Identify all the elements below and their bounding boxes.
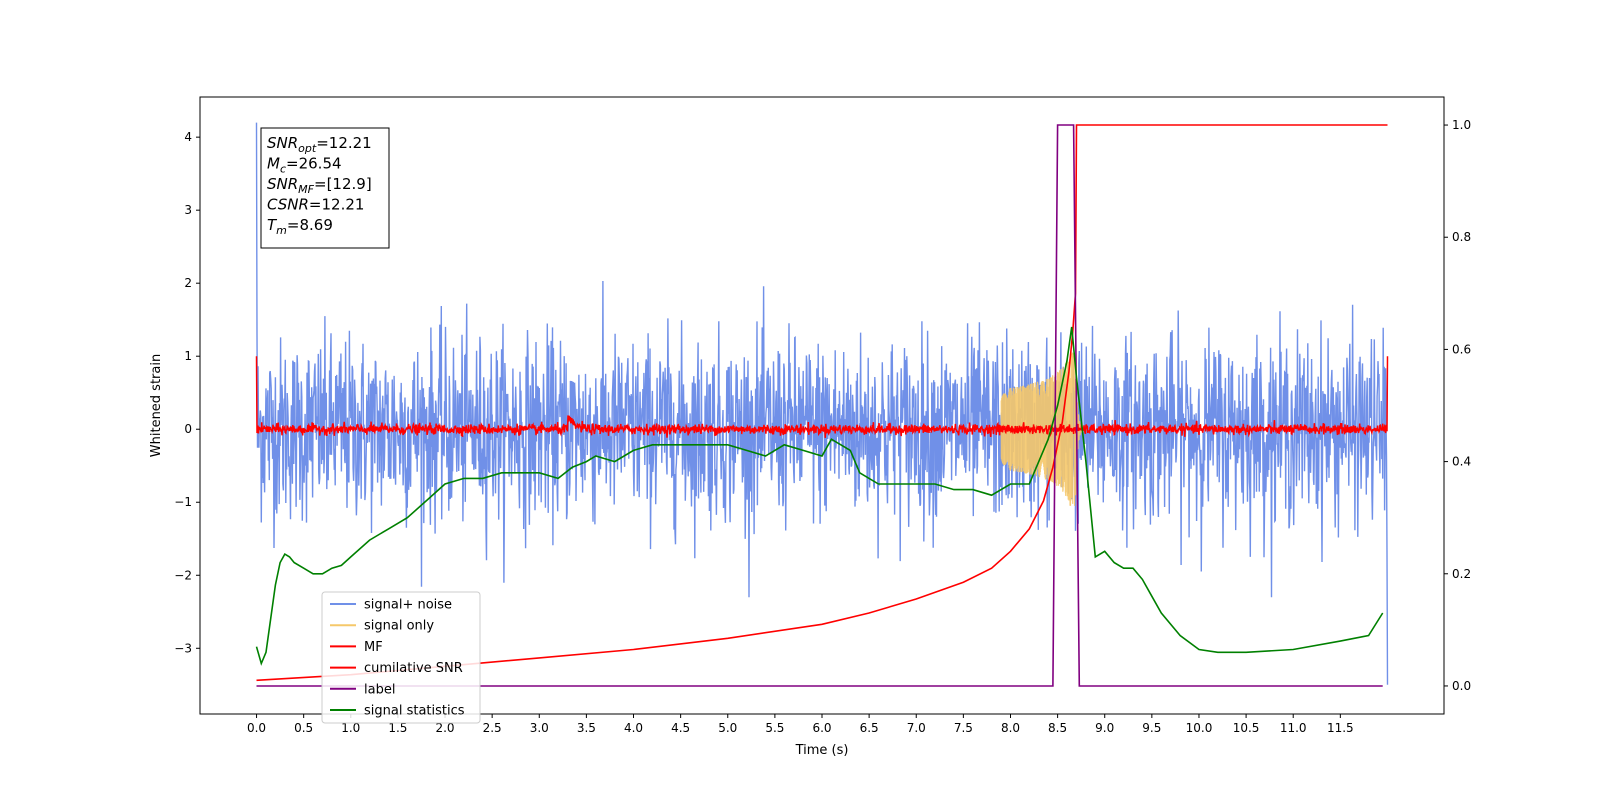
y-tick-label: 1 [184, 349, 192, 363]
annotation-line: SNRMF=[12.9] [267, 175, 372, 196]
series-label [256, 124, 1383, 687]
y-tick-label: −3 [174, 641, 192, 655]
x-tick-label: 10.0 [1186, 721, 1213, 735]
x-tick-label: 4.5 [671, 721, 690, 735]
annotation-line: Mc=26.54 [267, 155, 342, 176]
y2-tick-label: 0.4 [1452, 455, 1471, 469]
x-tick-label: 0.0 [247, 721, 266, 735]
series-signal-statistics [255, 326, 1384, 666]
plot-area [255, 122, 1389, 687]
x-tick-label: 4.0 [624, 721, 643, 735]
legend-label: label [364, 682, 395, 697]
stats-annotation-box: SNRopt=12.21Mc=26.54SNRMF=[12.9]CSNR=12.… [260, 127, 390, 249]
y2-tick-label: 0.8 [1452, 230, 1471, 244]
series-signal-only [1000, 352, 1084, 506]
y-tick-label: −1 [174, 495, 192, 509]
x-tick-label: 1.5 [388, 721, 407, 735]
x-tick-label: 3.0 [530, 721, 549, 735]
y-tick-label: 3 [184, 203, 192, 217]
y2-tick-label: 0.2 [1452, 567, 1471, 581]
annotation-line: Tm=8.69 [267, 216, 333, 237]
legend-label: MF [364, 640, 383, 655]
x-axis: 0.0 0.5 1.0 1.5 2.0 2.5 3.0 3.5 4.0 4.5 5.0 5.5 6.0 6… [247, 714, 1354, 735]
x-tick-label: 0.5 [294, 721, 313, 735]
annotation-line: SNRopt=12.21 [267, 134, 372, 155]
series-mf [255, 356, 1389, 438]
x-tick-label: 8.5 [1048, 721, 1067, 735]
y-axis-label: Whitened strain [149, 354, 164, 457]
legend-label: cumilative SNR [364, 661, 463, 676]
x-tick-label: 1.0 [341, 721, 360, 735]
x-tick-label: 7.5 [954, 721, 973, 735]
x-tick-label: 5.5 [765, 721, 784, 735]
y-tick-label: 4 [184, 130, 192, 144]
x-axis-label: Time (s) [795, 743, 849, 758]
annotation-line: CSNR=12.21 [267, 196, 364, 214]
x-tick-label: 7.0 [907, 721, 926, 735]
legend: signal+ noise signal only MF cumilative SNR… [321, 591, 481, 724]
x-tick-label: 8.0 [1001, 721, 1020, 735]
legend-label: signal statistics [364, 704, 465, 719]
y-axis-left: 4 3 2 1 0 −1 −2 −3 [174, 130, 200, 655]
x-tick-label: 10.5 [1233, 721, 1260, 735]
legend-label: signal+ noise [364, 598, 452, 613]
legend-frame [321, 591, 481, 724]
x-tick-label: 11.5 [1327, 721, 1354, 735]
y2-tick-label: 0.0 [1452, 679, 1471, 693]
legend-label: signal only [364, 619, 434, 634]
series-cumulative-snr [256, 124, 1388, 682]
y2-tick-label: 1.0 [1452, 118, 1471, 132]
y-axis-right: 1.0 0.8 0.6 0.4 0.2 0.0 [1444, 118, 1471, 693]
y-tick-label: −2 [174, 568, 192, 582]
x-tick-label: 2.0 [435, 721, 454, 735]
x-tick-label: 2.5 [483, 721, 502, 735]
annotation-frame [260, 127, 390, 249]
y-tick-label: 2 [184, 276, 192, 290]
x-tick-label: 5.0 [718, 721, 737, 735]
y-tick-label: 0 [184, 422, 192, 436]
x-tick-label: 6.5 [860, 721, 879, 735]
x-tick-label: 9.0 [1095, 721, 1114, 735]
x-tick-label: 6.0 [812, 721, 831, 735]
x-tick-label: 9.5 [1142, 721, 1161, 735]
x-tick-label: 3.5 [577, 721, 596, 735]
y2-tick-label: 0.6 [1452, 342, 1471, 356]
x-tick-label: 11.0 [1280, 721, 1307, 735]
